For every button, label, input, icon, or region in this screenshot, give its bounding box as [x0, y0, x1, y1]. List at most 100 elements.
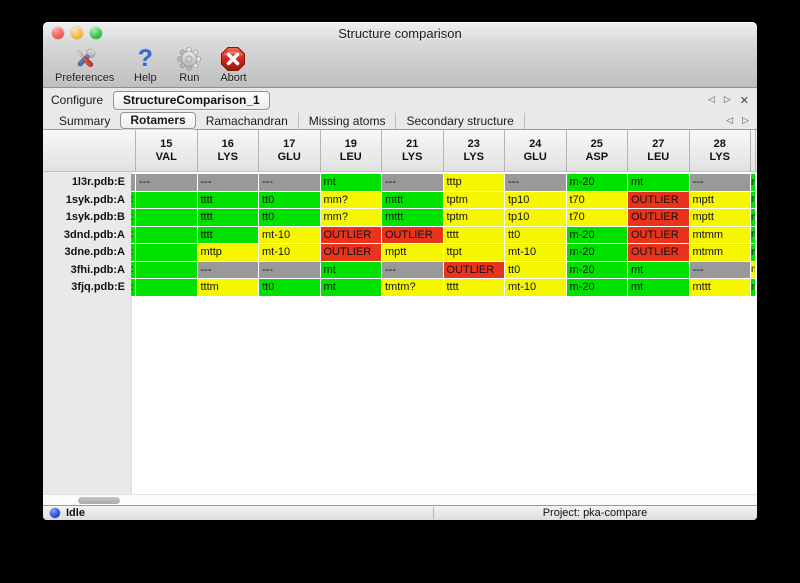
rotamer-cell[interactable]: mt — [320, 261, 381, 278]
rotamer-cell[interactable]: m-20 — [566, 261, 627, 278]
zoom-window-button[interactable] — [90, 27, 102, 39]
rotamer-cell[interactable]: mt — [320, 279, 381, 296]
row-label[interactable]: 3dnd.pdb:A — [63, 228, 125, 241]
tab-secondary-structure[interactable]: Secondary structure — [396, 112, 525, 129]
rotamer-cell[interactable]: tt0 — [259, 191, 320, 208]
scroll-tabs-right-icon[interactable]: ▷ — [723, 95, 731, 105]
rotamer-cell[interactable]: mtmm — [689, 226, 750, 243]
rotamer-cell[interactable]: tttt — [197, 209, 258, 226]
table-background — [131, 130, 757, 494]
rotamer-cell[interactable]: --- — [382, 261, 443, 278]
rotamer-cell[interactable]: OUTLIER — [628, 244, 689, 261]
rotamer-cell[interactable]: OUTLIER — [628, 226, 689, 243]
rotamer-cell[interactable]: mt-10 — [505, 279, 566, 296]
rotamer-cell[interactable]: --- — [689, 261, 750, 278]
rotamer-cell[interactable]: mptt — [689, 209, 750, 226]
rotamer-cell[interactable]: --- — [259, 261, 320, 278]
rotamer-cell[interactable]: tt0 — [259, 209, 320, 226]
rotamer-cell[interactable]: t70 — [566, 191, 627, 208]
rotamer-cell[interactable]: mptt — [382, 244, 443, 261]
rotamer-cell[interactable]: OUTLIER — [320, 226, 381, 243]
rotamer-cell[interactable]: mm? — [320, 191, 381, 208]
rotamer-cell[interactable]: tptm — [443, 209, 504, 226]
rotamer-cell[interactable]: tttt — [197, 191, 258, 208]
preferences-button[interactable]: Preferences — [55, 46, 114, 84]
rotamer-cell[interactable]: tttt — [443, 226, 504, 243]
help-button[interactable]: ? Help — [132, 46, 158, 85]
row-label[interactable]: 3fhi.pdb:A — [70, 263, 125, 276]
rotamer-cell[interactable]: --- — [689, 174, 750, 191]
rotamer-cell[interactable]: OUTLIER — [628, 209, 689, 226]
rotamer-cell[interactable]: --- — [505, 174, 566, 191]
rotamer-cell[interactable]: mttt — [689, 279, 750, 296]
row-label[interactable]: 1l3r.pdb:E — [71, 176, 125, 189]
rotamer-cell[interactable]: tp10 — [505, 209, 566, 226]
rotamer-cell[interactable]: t70 — [566, 209, 627, 226]
rotamer-cell[interactable]: tt0 — [259, 279, 320, 296]
rotamer-cell[interactable] — [136, 226, 197, 243]
rotamer-cell[interactable]: mt — [628, 279, 689, 296]
horizontal-scrollbar[interactable] — [43, 494, 757, 505]
tab-ramachandran[interactable]: Ramachandran — [196, 112, 299, 129]
tab-rotamers[interactable]: Rotamers — [120, 112, 196, 129]
scrollbar-thumb[interactable] — [78, 497, 120, 504]
rotamer-cell[interactable]: mt — [320, 174, 381, 191]
rotamer-cell[interactable] — [136, 279, 197, 296]
rotamer-cell[interactable]: mm? — [320, 209, 381, 226]
rotamer-cell[interactable]: OUTLIER — [628, 191, 689, 208]
row-label[interactable]: 1syk.pdb:A — [65, 193, 125, 206]
tab-missing-atoms[interactable]: Missing atoms — [299, 112, 397, 129]
rotamer-cell[interactable]: --- — [197, 261, 258, 278]
rotamer-cell[interactable]: mt-10 — [505, 244, 566, 261]
rotamer-cell[interactable]: tptm — [443, 191, 504, 208]
rotamer-cell[interactable]: --- — [136, 174, 197, 191]
rotamer-cell[interactable] — [136, 261, 197, 278]
rotamer-cell[interactable]: tttt — [443, 279, 504, 296]
rotamer-cell[interactable]: mtmm — [689, 244, 750, 261]
run-button[interactable]: Run — [176, 46, 202, 84]
rotamer-cell[interactable]: --- — [382, 174, 443, 191]
rotamer-cell[interactable]: --- — [259, 174, 320, 191]
rotamer-cell[interactable] — [136, 244, 197, 261]
close-window-button[interactable] — [52, 27, 64, 39]
rotamer-cell[interactable]: m-20 — [566, 226, 627, 243]
rotamer-cell[interactable]: mttp — [197, 244, 258, 261]
rotamer-cell[interactable] — [136, 209, 197, 226]
rotamer-cell[interactable]: m-20 — [566, 244, 627, 261]
rotamer-cell[interactable]: OUTLIER — [382, 226, 443, 243]
structure-comparison-tab[interactable]: StructureComparison_1 — [113, 90, 270, 110]
rotamer-cell[interactable]: tttm — [197, 279, 258, 296]
rotamer-cell[interactable]: mt — [628, 261, 689, 278]
rotamer-cell[interactable]: mttt — [382, 191, 443, 208]
rotamer-cell[interactable]: mt — [628, 174, 689, 191]
tab-summary[interactable]: Summary — [59, 113, 111, 128]
minimize-window-button[interactable] — [71, 27, 83, 39]
rotamer-cell[interactable]: mt-10 — [259, 244, 320, 261]
view-tabs: Summary Rotamers Ramachandran Missing atoms… — [43, 112, 757, 130]
rotamer-cell[interactable]: tt0 — [505, 226, 566, 243]
rotamer-cell[interactable]: tmtm? — [382, 279, 443, 296]
abort-button[interactable]: Abort — [220, 46, 247, 84]
rotamer-cell[interactable]: tt0 — [505, 261, 566, 278]
rotamer-cell[interactable]: tp10 — [505, 191, 566, 208]
rotamer-cell[interactable] — [136, 191, 197, 208]
rotamer-cell[interactable]: OUTLIER — [443, 261, 504, 278]
rotamer-cell[interactable]: mttt — [382, 209, 443, 226]
scroll-view-tabs-left-icon[interactable]: ◁ — [726, 115, 734, 126]
rotamer-cell[interactable]: mt-10 — [259, 226, 320, 243]
rotamer-cell[interactable]: m-20 — [566, 174, 627, 191]
row-label[interactable]: 3fjq.pdb:E — [71, 281, 125, 294]
rotamer-cell[interactable]: mptt — [689, 191, 750, 208]
rotamer-cell[interactable]: tttp — [443, 174, 504, 191]
scroll-tabs-left-icon[interactable]: ◁ — [707, 95, 715, 105]
rotamer-cell[interactable]: tttt — [197, 226, 258, 243]
close-tab-icon[interactable]: ✕ — [739, 93, 749, 107]
row-label[interactable]: 1syk.pdb:B — [65, 211, 125, 224]
row-label[interactable]: 3dne.pdb:A — [64, 246, 126, 259]
rotamer-cell[interactable]: m-20 — [566, 279, 627, 296]
rotamer-cell[interactable]: OUTLIER — [320, 244, 381, 261]
rotamer-cell[interactable]: ttpt — [443, 244, 504, 261]
scroll-view-tabs-right-icon[interactable]: ▷ — [742, 115, 749, 126]
rotamer-cell[interactable]: --- — [197, 174, 258, 191]
tools-icon — [72, 46, 98, 72]
